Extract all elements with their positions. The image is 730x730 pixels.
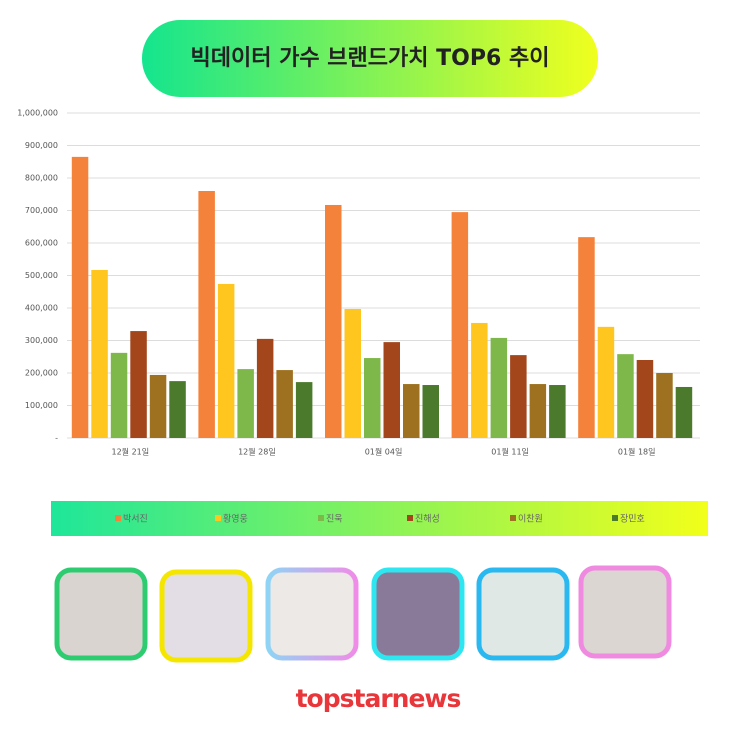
legend-label: 장민호 bbox=[620, 514, 645, 525]
brand-logo: topstarnews bbox=[296, 684, 461, 713]
bar bbox=[656, 373, 673, 438]
bar bbox=[71, 156, 89, 438]
bar bbox=[471, 322, 488, 438]
bar bbox=[510, 355, 527, 438]
legend-label: 진욱 bbox=[326, 514, 343, 525]
bar bbox=[451, 212, 469, 438]
chart-title: 빅데이터 가수 브랜드가치 TOP6 추이 bbox=[191, 46, 550, 71]
photo-frame bbox=[54, 567, 148, 661]
x-tick-label: 12월 28일 bbox=[238, 447, 276, 457]
bar bbox=[149, 374, 167, 438]
x-tick-label: 01월 18일 bbox=[618, 447, 656, 457]
y-tick-label: 1,000,000 bbox=[17, 109, 58, 118]
bar bbox=[217, 283, 235, 438]
legend-swatch bbox=[612, 515, 618, 521]
y-tick-label: 400,000 bbox=[25, 304, 58, 313]
x-tick-label: 01월 04일 bbox=[365, 447, 403, 457]
bar bbox=[549, 385, 566, 438]
legend-label: 황영웅 bbox=[223, 514, 248, 525]
photo-frame bbox=[265, 567, 359, 661]
y-tick-label: 600,000 bbox=[25, 239, 58, 248]
bar bbox=[364, 358, 381, 438]
y-tick-label: 900,000 bbox=[25, 141, 58, 150]
photo-frame bbox=[578, 565, 672, 659]
bar bbox=[325, 204, 342, 438]
legend-swatch bbox=[407, 515, 413, 521]
photo-frame bbox=[476, 567, 570, 661]
bar bbox=[110, 352, 128, 438]
y-tick-label: 200,000 bbox=[25, 369, 58, 378]
y-tick-label: 700,000 bbox=[25, 206, 58, 215]
photos bbox=[54, 565, 672, 663]
legend-swatch bbox=[215, 515, 221, 521]
title-pill bbox=[142, 20, 598, 97]
x-tick-label: 12월 21일 bbox=[111, 447, 149, 457]
bar bbox=[403, 384, 420, 438]
bar bbox=[344, 308, 361, 438]
legend-label: 박서진 bbox=[123, 514, 148, 525]
y-tick-label: 800,000 bbox=[25, 174, 58, 183]
bar bbox=[422, 385, 439, 438]
bar bbox=[237, 369, 254, 438]
bar bbox=[636, 360, 654, 438]
bar bbox=[578, 237, 595, 438]
bar bbox=[130, 331, 147, 438]
legend-label: 진해성 bbox=[415, 514, 440, 525]
bar bbox=[276, 370, 293, 438]
legend-bar bbox=[51, 501, 708, 536]
legend-label: 이찬원 bbox=[518, 514, 543, 525]
photo-frame bbox=[159, 569, 253, 663]
bar bbox=[383, 342, 400, 438]
bar bbox=[490, 337, 508, 438]
legend-swatch bbox=[115, 515, 121, 521]
y-tick-label: 300,000 bbox=[25, 336, 58, 345]
legend-swatch bbox=[510, 515, 516, 521]
bar bbox=[256, 338, 274, 438]
y-tick-label: - bbox=[55, 434, 58, 443]
y-tick-label: 100,000 bbox=[25, 401, 58, 410]
bar bbox=[198, 191, 215, 438]
bar bbox=[169, 381, 186, 438]
bar bbox=[675, 386, 693, 438]
bar bbox=[597, 326, 615, 438]
bar bbox=[295, 382, 313, 438]
y-tick-label: 500,000 bbox=[25, 271, 58, 280]
photo-frame bbox=[371, 567, 465, 661]
bar bbox=[91, 269, 108, 438]
x-tick-label: 01월 11일 bbox=[491, 447, 529, 457]
bar bbox=[529, 384, 547, 438]
legend-swatch bbox=[318, 515, 324, 521]
bar bbox=[617, 354, 634, 438]
